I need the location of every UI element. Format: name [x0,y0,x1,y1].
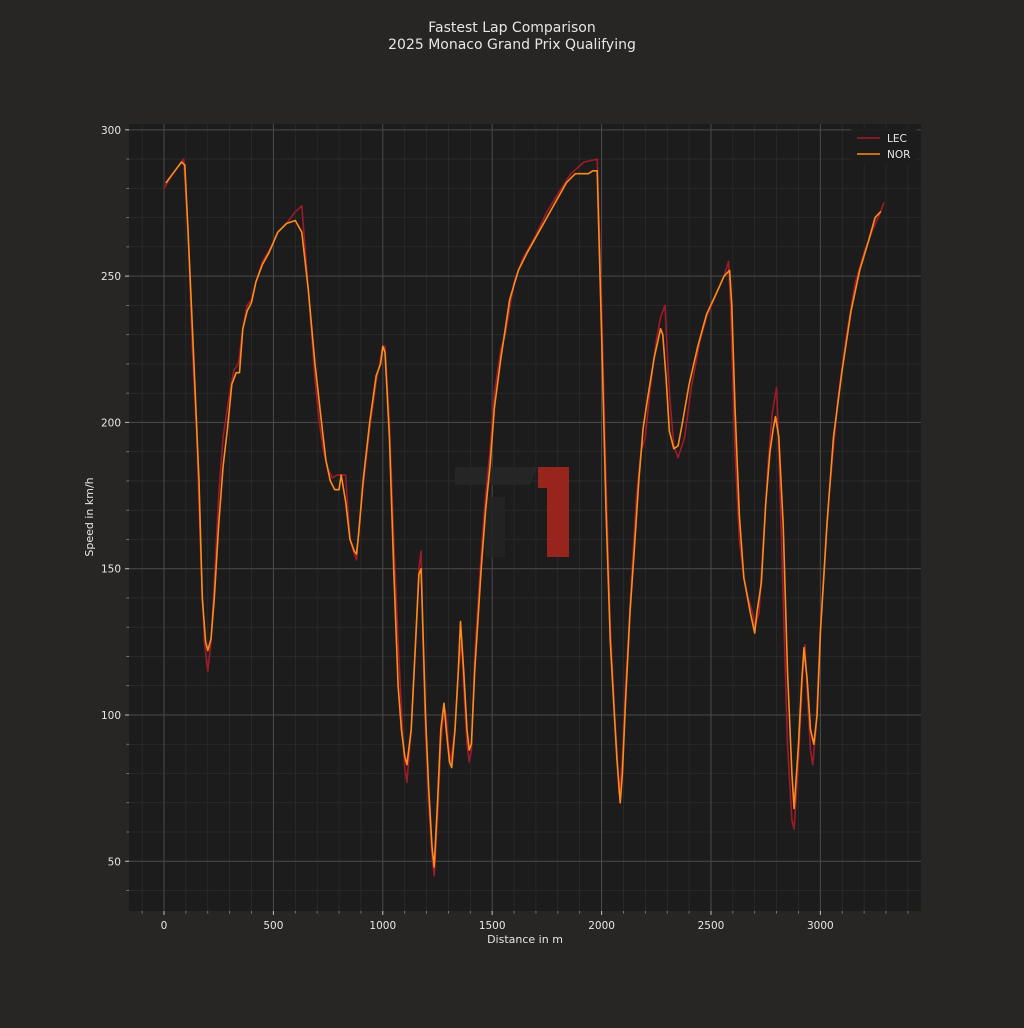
y-tick-label: 250 [101,271,121,283]
x-tick-label: 2000 [588,920,615,932]
x-tick-label: 500 [263,920,283,932]
y-tick-label: 300 [101,125,121,137]
x-tick-label: 0 [161,920,168,932]
plot-area [129,124,921,911]
y-tick-label: 200 [101,417,121,429]
x-tick-label: 3000 [807,920,834,932]
legend-label-nor: NOR [887,149,910,161]
y-axis: 50 100 150 200 250 300 [101,125,129,891]
chart-subtitle: 2025 Monaco Grand Prix Qualifying [388,37,636,53]
legend: LEC NOR [851,129,917,165]
legend-label-lec: LEC [887,133,907,145]
legend-box [851,129,917,165]
x-axis-label: Distance in m [487,933,563,946]
chart-title: Fastest Lap Comparison [428,20,596,36]
y-axis-label: Speed in km/h [83,477,96,556]
f1-logo-watermark [455,467,569,557]
y-tick-label: 50 [108,856,121,868]
x-tick-label: 1500 [479,920,506,932]
x-axis: 0 500 1000 1500 2000 2500 3000 [141,911,909,932]
series-line-nor [165,161,882,868]
y-tick-label: 100 [101,710,121,722]
major-grid [129,124,921,911]
x-tick-label: 1000 [369,920,396,932]
series-layer [163,158,885,877]
y-tick-label: 150 [101,564,121,576]
x-tick-label: 2500 [698,920,725,932]
